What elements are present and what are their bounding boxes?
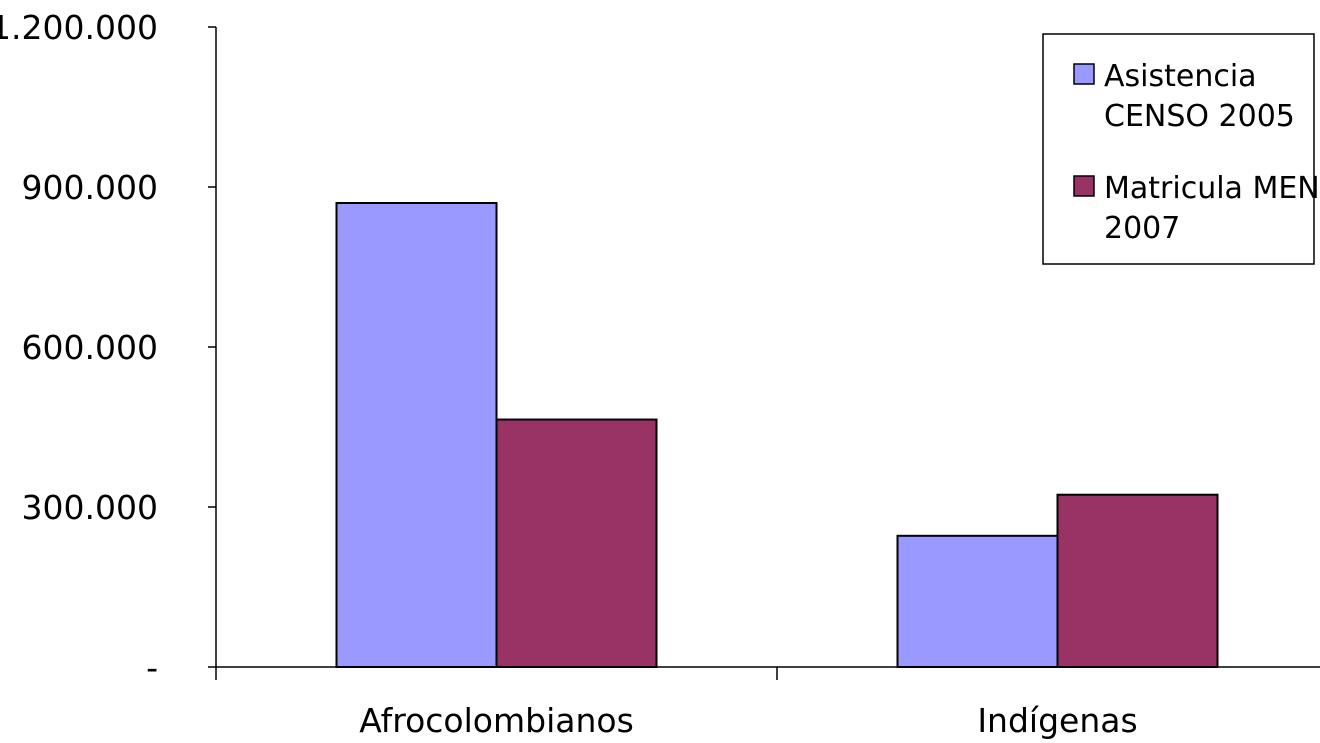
y-tick-label: 600.000 xyxy=(22,328,158,367)
legend-label: Asistencia CENSO 2005 xyxy=(1104,59,1295,134)
legend: Asistencia CENSO 2005 Matricula MEN 2007 xyxy=(1042,33,1320,265)
y-tick-label: 300.000 xyxy=(22,488,158,527)
bar-matricula-0 xyxy=(495,418,658,668)
bar-asistencia-0 xyxy=(335,202,498,668)
legend-swatch xyxy=(1073,175,1095,197)
y-axis-ticks: - 300.000 600.000 900.000 1.200.000 xyxy=(0,8,216,687)
x-category-label: Afrocolombianos xyxy=(359,701,634,740)
bar-matricula-1 xyxy=(1056,493,1219,668)
x-axis-ticks: Afrocolombianos Indígenas xyxy=(215,667,1138,740)
bars-group xyxy=(335,202,1219,668)
y-tick-label: 1.200.000 xyxy=(0,8,158,47)
legend-label: Matricula MEN 2007 xyxy=(1104,171,1320,246)
x-category-label: Indígenas xyxy=(977,701,1137,740)
legend-swatch xyxy=(1073,63,1095,85)
bar-asistencia-1 xyxy=(896,534,1059,668)
y-tick-label: 900.000 xyxy=(22,168,158,207)
y-tick-label: - xyxy=(146,648,158,687)
